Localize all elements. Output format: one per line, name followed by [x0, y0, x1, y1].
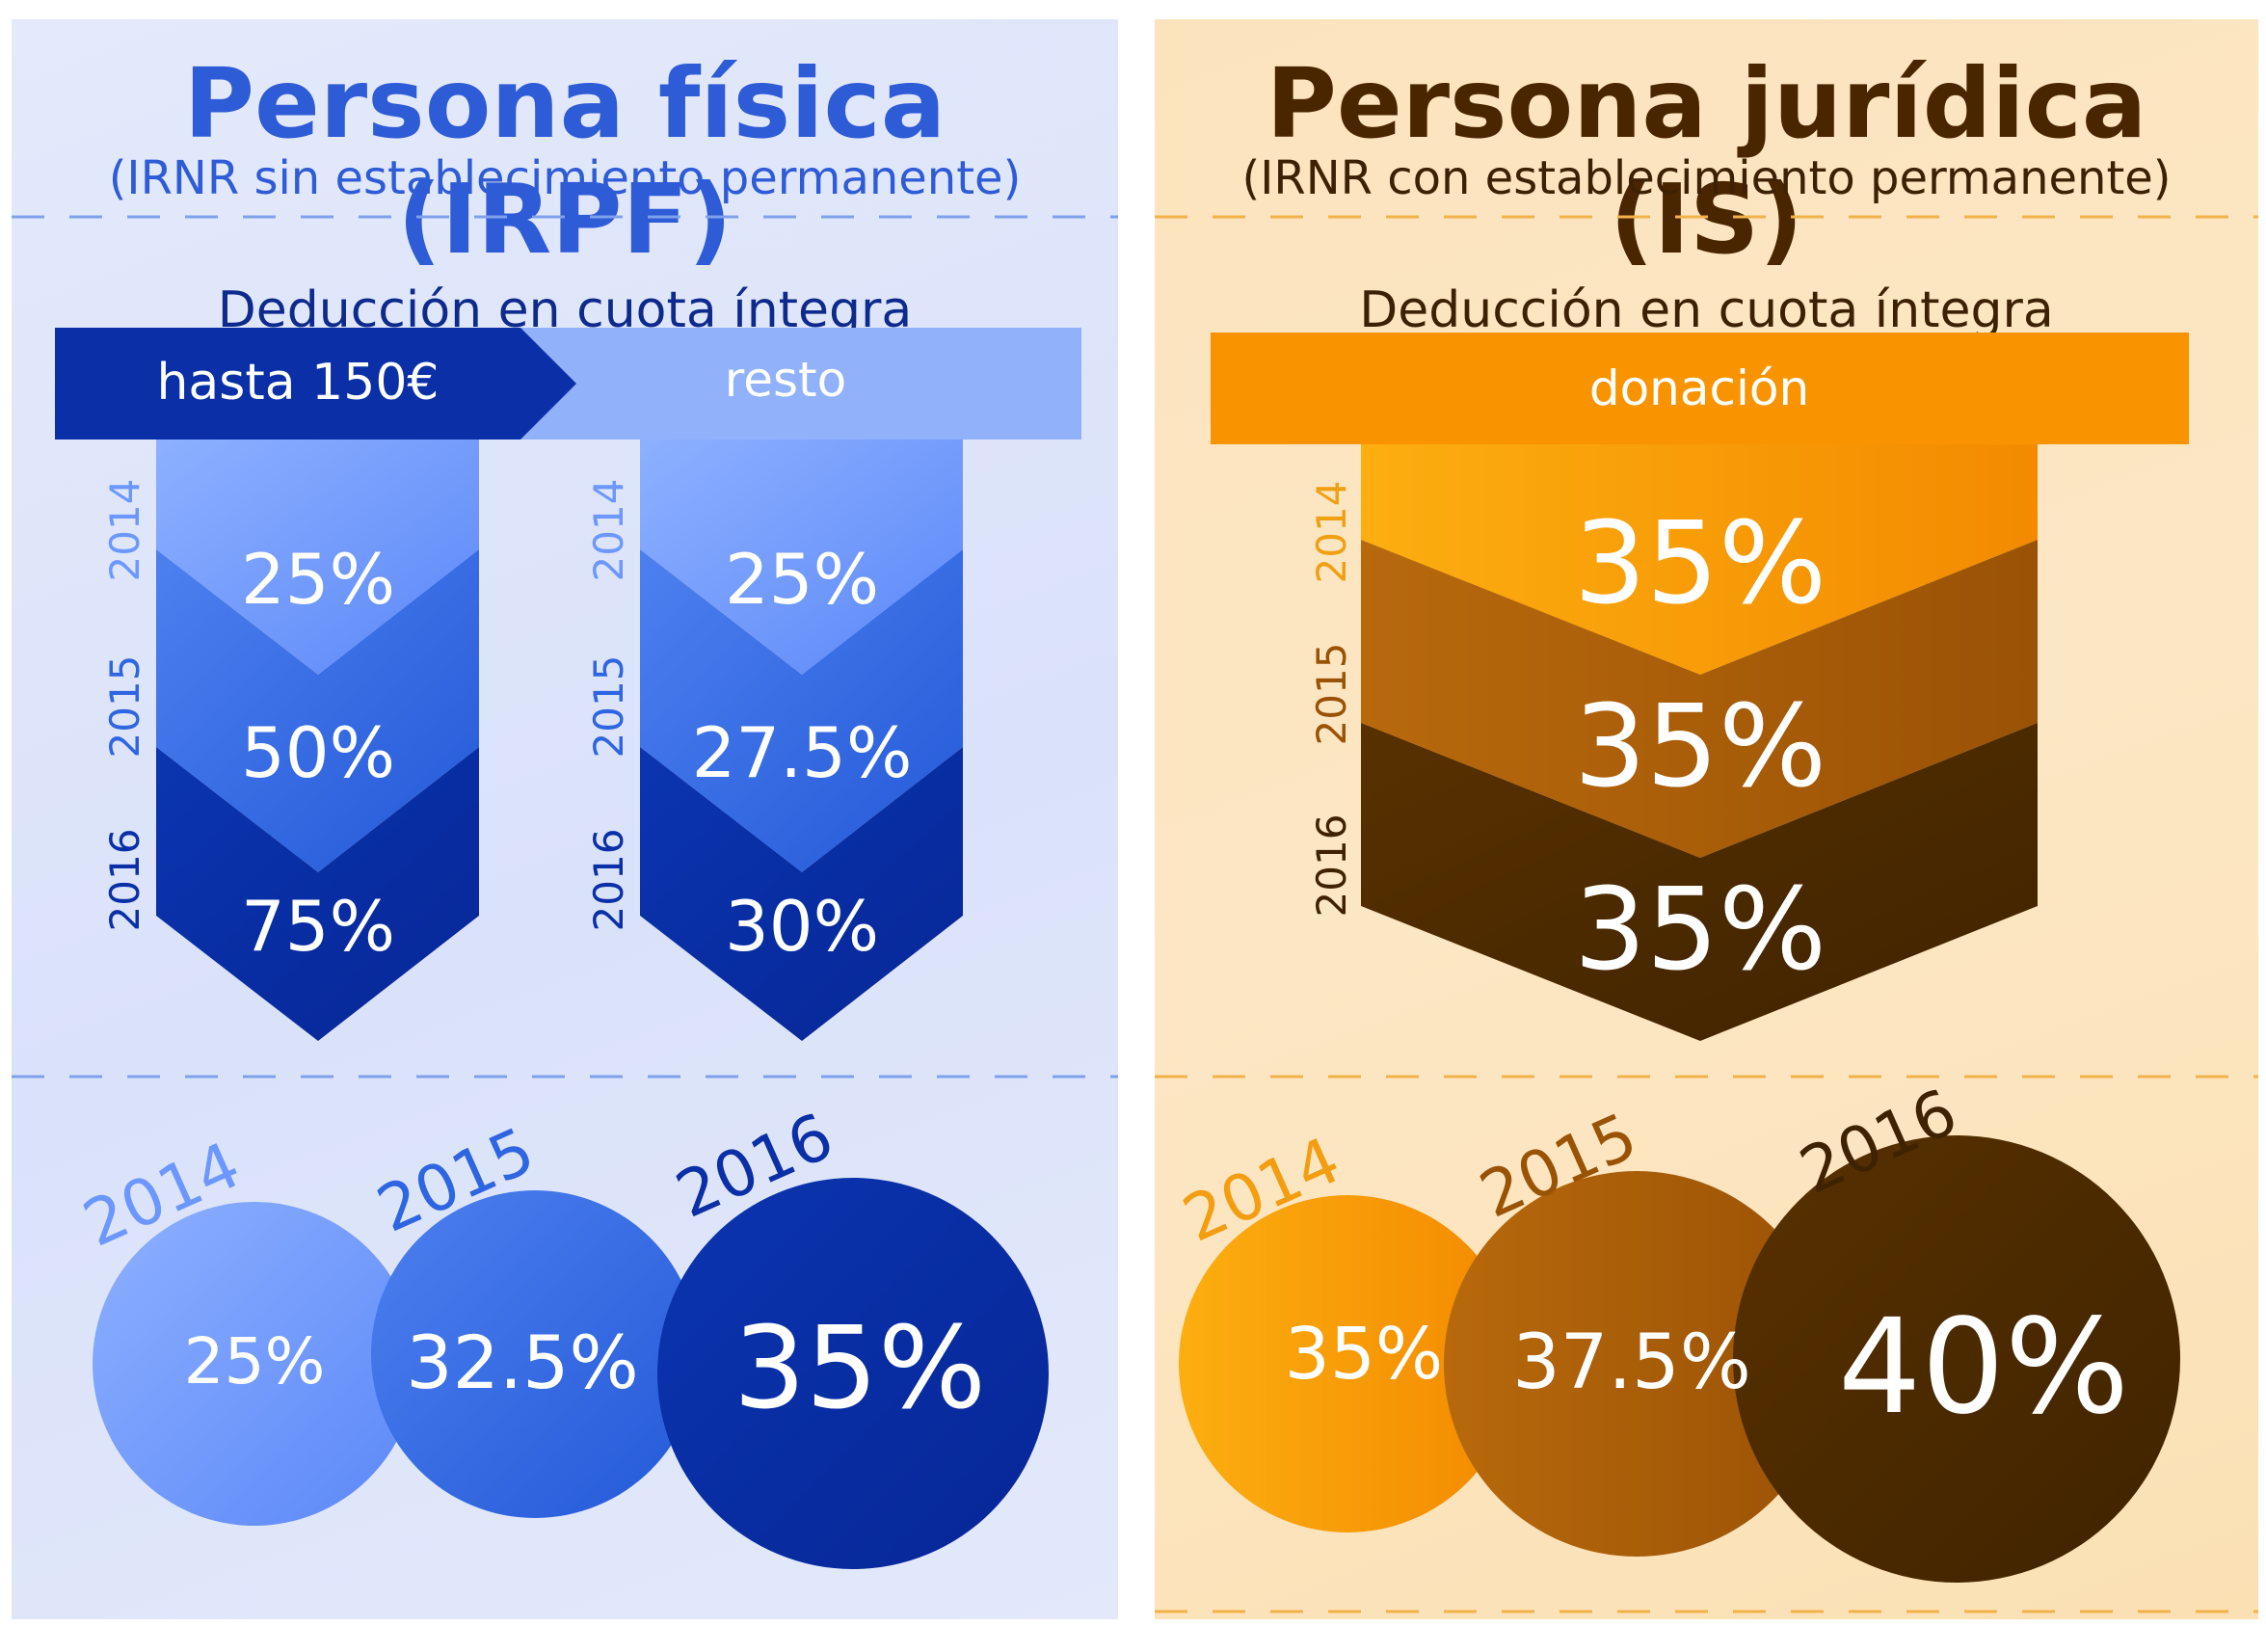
band-donacion: [1211, 333, 2189, 444]
chevron-2016: [1361, 723, 2038, 1041]
band-first-arrow: [55, 328, 576, 440]
year-label-2016: 2016: [101, 829, 148, 932]
band-second-bg: [520, 328, 1081, 440]
column-hasta-150: 25% 50% 75% 2014 2015 2016: [101, 440, 479, 1041]
chevron-2016: [156, 747, 479, 1041]
circles-row: 35% 37.5% 40% 2014 2015 2016: [1172, 1075, 2180, 1583]
chevron-2014: [640, 440, 963, 675]
year-label-2015: 2015: [585, 655, 632, 759]
chevron-2015: [156, 549, 479, 872]
value-2016: 35%: [1574, 863, 1826, 996]
column-resto: 25% 27.5% 30% 2014 2015 2016: [585, 440, 963, 1041]
chevron-2015: [640, 549, 963, 872]
value-2014: 25%: [725, 539, 879, 620]
circle-2014: [1179, 1195, 1516, 1532]
circle-2015: [371, 1190, 699, 1518]
is-graphic: donación 35% 35% 35% 2014 2015 2016 35% …: [1155, 215, 2258, 1613]
chevron-2015: [1361, 540, 2038, 858]
circles-row: 25% 32.5% 35% 2014 2015 2016: [72, 1099, 1049, 1569]
year-label-2014: 2014: [101, 479, 148, 582]
circle-2016: [1733, 1135, 2180, 1583]
value-2016: 30%: [725, 886, 879, 967]
circle-value-2014: 25%: [184, 1324, 326, 1399]
year-label-2014: 2014: [1308, 481, 1355, 584]
circle-2014: [93, 1202, 416, 1526]
circle-value-2016: 35%: [733, 1301, 986, 1434]
value-2014: 35%: [1574, 496, 1826, 629]
panel-title: Persona física (IRPF): [183, 47, 946, 276]
panel-subtitle: (IRNR con establecimiento permanente): [1241, 151, 2172, 205]
circle-value-2016: 40%: [1838, 1292, 2129, 1444]
value-2015: 27.5%: [692, 712, 913, 793]
panel-subtitle: (IRNR sin establecimiento permanente): [108, 151, 1022, 205]
band-first-label: hasta 150€: [156, 354, 439, 412]
band-second-label: resto: [725, 352, 846, 408]
year-label-2016: 2016: [585, 829, 632, 932]
deduction-label: Deducción en cuota íntegra: [1359, 281, 2054, 339]
irpf-panel: Persona física (IRPF) (IRNR sin establec…: [12, 19, 1118, 1619]
panel-title: Persona jurídica (IS): [1266, 47, 2147, 276]
value-2015: 35%: [1574, 679, 1826, 813]
chevron-2014: [156, 440, 479, 675]
year-label-2015: 2015: [1308, 643, 1355, 746]
value-2016: 75%: [241, 886, 395, 967]
circle-value-2015: 37.5%: [1512, 1319, 1751, 1406]
year-label-2015: 2015: [101, 655, 148, 759]
band-label: donación: [1589, 360, 1809, 416]
circle-value-2014: 35%: [1285, 1313, 1443, 1396]
year-label-2016: 2016: [1308, 814, 1355, 918]
circle-value-2015: 32.5%: [406, 1319, 638, 1405]
column-donacion: 35% 35% 35% 2014 2015 2016: [1308, 444, 2038, 1041]
circle-2016: [657, 1178, 1049, 1569]
value-2014: 25%: [241, 539, 395, 620]
year-label-2014: 2014: [585, 479, 632, 582]
chevron-2016: [640, 747, 963, 1041]
irpf-graphic: hasta 150€ resto 25% 50% 75% 2014 2015 2…: [12, 215, 1118, 1569]
circle-2015: [1444, 1171, 1829, 1557]
value-2015: 50%: [241, 712, 395, 793]
chevron-2014: [1361, 444, 2038, 675]
is-panel: Persona jurídica (IS) (IRNR con establec…: [1155, 19, 2258, 1619]
